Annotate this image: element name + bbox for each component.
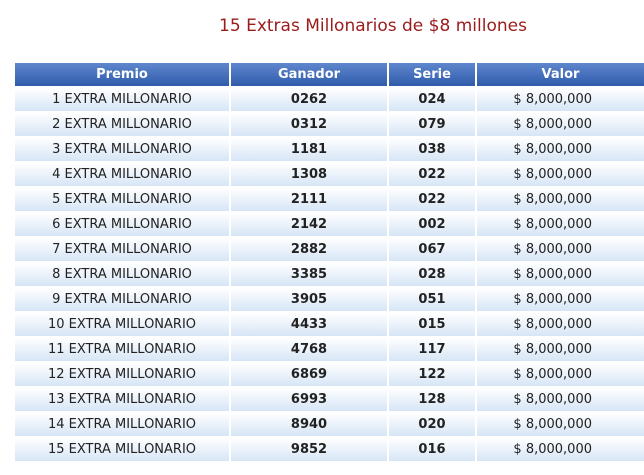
serie-cell: 022: [389, 188, 475, 211]
serie-cell: 024: [389, 88, 475, 111]
serie-cell: 122: [389, 363, 475, 386]
table-row: 15 EXTRA MILLONARIO 9852 016 $ 8,000,000: [15, 438, 644, 461]
ganador-cell: 2882: [231, 238, 387, 261]
ganador-cell: 0312: [231, 113, 387, 136]
serie-cell: 022: [389, 163, 475, 186]
valor-cell: $ 8,000,000: [477, 138, 644, 161]
table-row: 4 EXTRA MILLONARIO 1308 022 $ 8,000,000: [15, 163, 644, 186]
ganador-cell: 8940: [231, 413, 387, 436]
table-row: 13 EXTRA MILLONARIO 6993 128 $ 8,000,000: [15, 388, 644, 411]
premio-cell: 8 EXTRA MILLONARIO: [15, 263, 229, 286]
table-row: 12 EXTRA MILLONARIO 6869 122 $ 8,000,000: [15, 363, 644, 386]
column-header-valor: Valor: [477, 63, 644, 86]
valor-cell: $ 8,000,000: [477, 363, 644, 386]
premio-cell: 12 EXTRA MILLONARIO: [15, 363, 229, 386]
table-row: 1 EXTRA MILLONARIO 0262 024 $ 8,000,000: [15, 88, 644, 111]
premio-cell: 9 EXTRA MILLONARIO: [15, 288, 229, 311]
premio-cell: 7 EXTRA MILLONARIO: [15, 238, 229, 261]
valor-cell: $ 8,000,000: [477, 438, 644, 461]
serie-cell: 117: [389, 338, 475, 361]
premio-cell: 1 EXTRA MILLONARIO: [15, 88, 229, 111]
table-row: 8 EXTRA MILLONARIO 3385 028 $ 8,000,000: [15, 263, 644, 286]
premio-cell: 6 EXTRA MILLONARIO: [15, 213, 229, 236]
serie-cell: 038: [389, 138, 475, 161]
valor-cell: $ 8,000,000: [477, 113, 644, 136]
serie-cell: 015: [389, 313, 475, 336]
table-body: 1 EXTRA MILLONARIO 0262 024 $ 8,000,000 2 EX…: [15, 88, 644, 461]
valor-cell: $ 8,000,000: [477, 288, 644, 311]
serie-cell: 002: [389, 213, 475, 236]
serie-cell: 079: [389, 113, 475, 136]
column-header-ganador: Ganador: [231, 63, 387, 86]
premio-cell: 11 EXTRA MILLONARIO: [15, 338, 229, 361]
serie-cell: 016: [389, 438, 475, 461]
ganador-cell: 6869: [231, 363, 387, 386]
table-row: 7 EXTRA MILLONARIO 2882 067 $ 8,000,000: [15, 238, 644, 261]
valor-cell: $ 8,000,000: [477, 263, 644, 286]
table-row: 5 EXTRA MILLONARIO 2111 022 $ 8,000,000: [15, 188, 644, 211]
results-table: Premio Ganador Serie Valor 1 EXTRA MILLO…: [13, 61, 644, 463]
premio-cell: 5 EXTRA MILLONARIO: [15, 188, 229, 211]
serie-cell: 028: [389, 263, 475, 286]
table-row: 6 EXTRA MILLONARIO 2142 002 $ 8,000,000: [15, 213, 644, 236]
page-title: 15 Extras Millonarios de $8 millones: [219, 16, 527, 36]
valor-cell: $ 8,000,000: [477, 88, 644, 111]
premio-cell: 14 EXTRA MILLONARIO: [15, 413, 229, 436]
table-row: 3 EXTRA MILLONARIO 1181 038 $ 8,000,000: [15, 138, 644, 161]
premio-cell: 13 EXTRA MILLONARIO: [15, 388, 229, 411]
ganador-cell: 3385: [231, 263, 387, 286]
ganador-cell: 6993: [231, 388, 387, 411]
valor-cell: $ 8,000,000: [477, 338, 644, 361]
premio-cell: 4 EXTRA MILLONARIO: [15, 163, 229, 186]
column-header-serie: Serie: [389, 63, 475, 86]
table-header-row: Premio Ganador Serie Valor: [15, 63, 644, 86]
table-row: 14 EXTRA MILLONARIO 8940 020 $ 8,000,000: [15, 413, 644, 436]
ganador-cell: 1181: [231, 138, 387, 161]
column-header-premio: Premio: [15, 63, 229, 86]
valor-cell: $ 8,000,000: [477, 388, 644, 411]
table-row: 10 EXTRA MILLONARIO 4433 015 $ 8,000,000: [15, 313, 644, 336]
serie-cell: 128: [389, 388, 475, 411]
ganador-cell: 9852: [231, 438, 387, 461]
premio-cell: 2 EXTRA MILLONARIO: [15, 113, 229, 136]
ganador-cell: 2111: [231, 188, 387, 211]
valor-cell: $ 8,000,000: [477, 238, 644, 261]
ganador-cell: 1308: [231, 163, 387, 186]
ganador-cell: 4433: [231, 313, 387, 336]
premio-cell: 10 EXTRA MILLONARIO: [15, 313, 229, 336]
table-row: 2 EXTRA MILLONARIO 0312 079 $ 8,000,000: [15, 113, 644, 136]
ganador-cell: 2142: [231, 213, 387, 236]
premio-cell: 3 EXTRA MILLONARIO: [15, 138, 229, 161]
ganador-cell: 3905: [231, 288, 387, 311]
table-row: 9 EXTRA MILLONARIO 3905 051 $ 8,000,000: [15, 288, 644, 311]
serie-cell: 020: [389, 413, 475, 436]
premio-cell: 15 EXTRA MILLONARIO: [15, 438, 229, 461]
valor-cell: $ 8,000,000: [477, 413, 644, 436]
table-row: 11 EXTRA MILLONARIO 4768 117 $ 8,000,000: [15, 338, 644, 361]
valor-cell: $ 8,000,000: [477, 313, 644, 336]
ganador-cell: 0262: [231, 88, 387, 111]
serie-cell: 051: [389, 288, 475, 311]
serie-cell: 067: [389, 238, 475, 261]
ganador-cell: 4768: [231, 338, 387, 361]
valor-cell: $ 8,000,000: [477, 213, 644, 236]
valor-cell: $ 8,000,000: [477, 163, 644, 186]
valor-cell: $ 8,000,000: [477, 188, 644, 211]
